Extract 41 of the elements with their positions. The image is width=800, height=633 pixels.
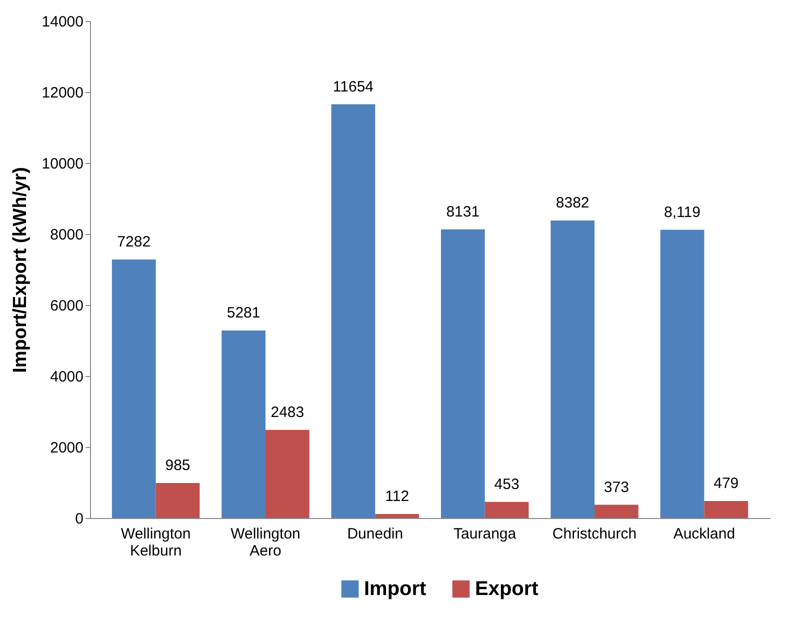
bar	[375, 514, 420, 518]
bar	[222, 330, 266, 518]
bar	[594, 504, 638, 518]
x-tick-label: Christchurch	[552, 526, 637, 542]
x-tick-label: Auckland	[673, 526, 736, 542]
data-label: 373	[604, 478, 629, 496]
y-tick-label: 2000	[50, 440, 84, 456]
x-tick-label: Wellington Kelburn	[120, 526, 191, 560]
bar	[704, 500, 748, 518]
bar	[331, 104, 376, 518]
bar	[112, 259, 156, 518]
y-tick-label: 0	[75, 510, 84, 528]
x-tick-label: Dunedin	[347, 526, 404, 542]
data-label: 8382	[556, 194, 590, 212]
bar	[660, 230, 704, 518]
y-tick-label: 6000	[50, 298, 84, 314]
data-label: 2483	[270, 404, 304, 421]
legend-label: Import	[364, 578, 427, 600]
legend-label: Export	[475, 578, 539, 600]
bar	[440, 229, 485, 518]
y-axis-title: Import/Export (kWh/yr)	[10, 167, 31, 373]
bar	[484, 502, 529, 518]
bar	[156, 483, 200, 518]
data-label: 112	[385, 488, 410, 506]
y-tick-label: 4000	[50, 368, 84, 386]
data-label: 453	[494, 476, 520, 493]
data-label: 5281	[226, 304, 260, 322]
bar	[265, 430, 310, 518]
data-label: 8131	[446, 203, 480, 220]
y-tick-label: 8000	[50, 226, 84, 244]
data-label: 479	[714, 474, 739, 492]
y-tick-label: 10000	[42, 156, 84, 172]
data-label: 985	[165, 457, 190, 474]
x-tick-label: Tauranga	[454, 526, 517, 542]
bar	[550, 220, 595, 518]
y-tick-label: 12000	[42, 84, 84, 102]
y-tick-label: 14000	[42, 14, 84, 30]
data-label: 11654	[332, 78, 374, 96]
data-label: 7282	[117, 233, 151, 250]
data-label: 8,119	[664, 204, 700, 221]
x-tick-label: Wellington Aero	[230, 526, 300, 560]
